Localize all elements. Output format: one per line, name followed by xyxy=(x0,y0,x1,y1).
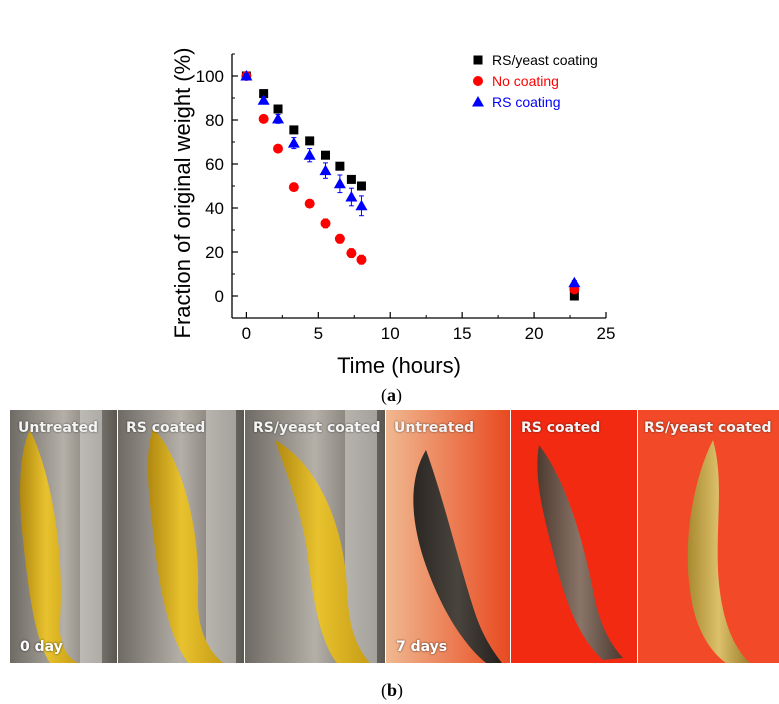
series-triangle xyxy=(240,70,581,288)
chart-marks xyxy=(240,70,581,301)
y-axis-label: Fraction of original weight (%) xyxy=(170,47,195,338)
legend-label: RS/yeast coating xyxy=(492,52,598,68)
data-point xyxy=(257,94,270,105)
data-point xyxy=(303,149,316,160)
y-tick-label: 0 xyxy=(215,287,224,306)
photo-untreated-day0: Untreated 0 day xyxy=(10,410,117,663)
caption-a-letter: a xyxy=(387,385,396,405)
banana-photo xyxy=(10,410,117,663)
day-label: 7 days xyxy=(396,639,448,655)
data-point xyxy=(287,137,300,148)
legend-label: No coating xyxy=(492,73,559,89)
data-point xyxy=(356,181,366,191)
data-point xyxy=(335,161,345,171)
data-point xyxy=(258,113,269,124)
panel-label: RS/yeast coated xyxy=(644,420,772,436)
data-point xyxy=(304,198,315,209)
x-tick-label: 20 xyxy=(525,324,544,343)
panel-label: Untreated xyxy=(394,420,475,436)
data-point xyxy=(333,177,346,189)
photo-rs-yeast-coated-day7: RS/yeast coated xyxy=(638,410,779,663)
caption-b-letter: b xyxy=(387,680,398,700)
panel-label: RS coated xyxy=(521,420,601,436)
panel-label: RS/yeast coated xyxy=(253,420,381,436)
data-point xyxy=(346,174,356,184)
y-tick-label: 80 xyxy=(205,111,224,130)
x-tick-label: 25 xyxy=(597,324,616,343)
banana-photo xyxy=(245,410,385,663)
data-point xyxy=(240,70,253,81)
data-point xyxy=(568,276,581,288)
data-point xyxy=(272,112,285,124)
photo-rs-yeast-coated-day0: RS/yeast coated xyxy=(245,410,385,663)
banana-photo xyxy=(511,410,637,663)
x-tick-label: 10 xyxy=(381,324,400,343)
x-tick-label: 5 xyxy=(314,324,323,343)
data-point xyxy=(289,125,299,135)
data-point xyxy=(321,150,330,160)
y-tick-label: 20 xyxy=(205,243,224,262)
data-point xyxy=(356,254,367,265)
y-tick-label: 40 xyxy=(205,199,224,218)
legend-marker xyxy=(473,76,483,86)
panel-label: RS coated xyxy=(126,420,206,436)
x-axis-label: Time (hours) xyxy=(337,353,461,378)
photo-rs-coated-day0: RS coated xyxy=(118,410,244,663)
legend-label: RS coating xyxy=(492,94,560,110)
weight-loss-chart: 0 20 40 60 80 100 0 5 10 15 20 25 RS/yeast coating N… xyxy=(170,47,616,378)
data-point xyxy=(273,143,284,154)
photo-untreated-day7: Untreated 7 days xyxy=(386,410,510,663)
data-point xyxy=(319,164,332,176)
banana-photo xyxy=(118,410,244,663)
data-point xyxy=(259,89,269,99)
data-point xyxy=(334,233,345,244)
day-label: 0 day xyxy=(20,639,63,655)
data-point xyxy=(320,218,331,229)
caption-b: (b) xyxy=(381,680,404,700)
panel-label: Untreated xyxy=(18,420,99,436)
banana-photo xyxy=(638,410,779,663)
caption-a: (a) xyxy=(381,385,402,405)
data-point xyxy=(305,136,315,146)
data-point xyxy=(569,291,579,301)
y-tick-label: 100 xyxy=(196,67,224,86)
chart-legend: RS/yeast coating No coating RS coating xyxy=(472,52,598,110)
legend-marker xyxy=(472,96,484,107)
x-tick-label: 15 xyxy=(453,324,472,343)
banana-photo xyxy=(386,410,510,663)
photo-rs-coated-day7: RS coated xyxy=(511,410,637,663)
legend-marker xyxy=(473,55,483,65)
x-tick-label: 0 xyxy=(242,324,251,343)
data-point xyxy=(346,248,357,259)
data-point xyxy=(355,199,368,211)
y-tick-label: 60 xyxy=(205,155,224,174)
data-point xyxy=(345,191,358,202)
data-point xyxy=(273,104,283,114)
data-point xyxy=(288,182,299,193)
chart-axes: 0 20 40 60 80 100 0 5 10 15 20 25 xyxy=(196,53,616,343)
banana-photo-strip: Untreated 0 day RS coated RS/yeast coate… xyxy=(10,410,779,663)
